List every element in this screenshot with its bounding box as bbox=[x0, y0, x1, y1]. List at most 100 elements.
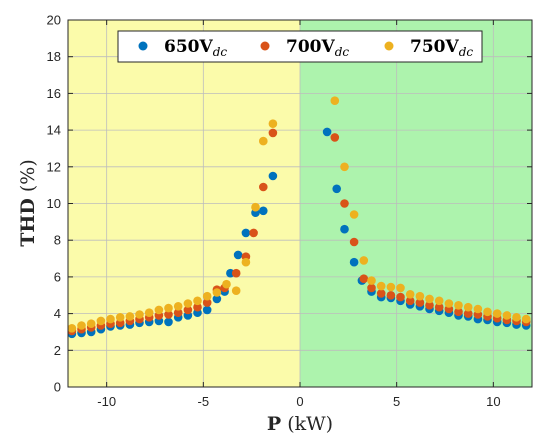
point-650Vdc-10 bbox=[164, 317, 173, 327]
point-700Vdc-17 bbox=[231, 268, 241, 278]
y-tick-label-4: 8 bbox=[54, 233, 61, 248]
legend: 650Vdc 700Vdc 750Vdc bbox=[117, 30, 483, 63]
y-axis-title: THD (%) bbox=[17, 159, 39, 247]
x-axis-title: P (kW) bbox=[267, 413, 333, 435]
legend-label-650: 650Vdc bbox=[164, 37, 227, 59]
point-700Vdc-21 bbox=[268, 128, 278, 138]
point-700Vdc-28 bbox=[386, 291, 396, 300]
point-700Vdc-35 bbox=[454, 307, 463, 317]
point-750Vdc-12 bbox=[183, 299, 193, 308]
y-tick-label-9: 18 bbox=[47, 49, 61, 64]
point-750Vdc-17 bbox=[231, 286, 241, 296]
point-750Vdc-22 bbox=[330, 96, 340, 105]
point-700Vdc-33 bbox=[434, 302, 444, 312]
x-tick-label-2: 0 bbox=[296, 394, 303, 409]
legend-label-750: 750Vdc bbox=[410, 37, 473, 59]
point-750Vdc-24 bbox=[349, 210, 359, 219]
point-650Vdc-26 bbox=[349, 257, 359, 267]
point-750Vdc-36 bbox=[463, 302, 473, 312]
point-650Vdc-21 bbox=[259, 206, 268, 216]
point-750Vdc-3 bbox=[96, 316, 106, 326]
y-tick-label-2: 4 bbox=[54, 306, 61, 321]
point-750Vdc-15 bbox=[212, 288, 222, 297]
point-750Vdc-21 bbox=[268, 119, 278, 128]
y-tick-label-3: 6 bbox=[54, 269, 61, 284]
y-tick-label-5: 10 bbox=[47, 196, 61, 211]
x-axis-title-symbol: P bbox=[267, 413, 281, 435]
point-750Vdc-31 bbox=[415, 291, 425, 301]
y-tick-label-0: 0 bbox=[54, 380, 61, 395]
point-750Vdc-10 bbox=[164, 303, 173, 313]
legend-marker-750 bbox=[384, 41, 394, 51]
x-axis-title-unit: (kW) bbox=[281, 413, 333, 435]
point-750Vdc-14 bbox=[202, 291, 212, 301]
legend-marker-700 bbox=[260, 41, 270, 51]
data-points bbox=[67, 96, 531, 339]
point-750Vdc-39 bbox=[492, 309, 502, 318]
point-700Vdc-29 bbox=[396, 292, 405, 302]
point-750Vdc-19 bbox=[251, 202, 260, 212]
point-700Vdc-19 bbox=[249, 228, 258, 238]
point-750Vdc-18 bbox=[241, 257, 251, 267]
y-tick-label-1: 2 bbox=[54, 343, 61, 358]
point-650Vdc-15 bbox=[212, 294, 222, 304]
point-700Vdc-10 bbox=[164, 310, 173, 319]
y-axis-title-unit: (%) bbox=[17, 159, 39, 198]
y-tick-label-7: 14 bbox=[47, 123, 61, 138]
point-700Vdc-31 bbox=[415, 298, 425, 307]
point-700Vdc-23 bbox=[340, 199, 349, 208]
point-750Vdc-6 bbox=[125, 312, 135, 321]
point-650Vdc-19 bbox=[241, 228, 251, 238]
point-750Vdc-28 bbox=[386, 282, 396, 292]
x-tick-label-1: -5 bbox=[198, 394, 210, 409]
point-750Vdc-5 bbox=[115, 313, 125, 322]
point-750Vdc-33 bbox=[434, 296, 444, 306]
point-750Vdc-8 bbox=[144, 308, 154, 318]
point-750Vdc-32 bbox=[425, 294, 434, 304]
point-750Vdc-4 bbox=[106, 314, 115, 324]
point-700Vdc-27 bbox=[376, 289, 386, 298]
legend-label-700: 700Vdc bbox=[286, 37, 349, 59]
point-650Vdc-25 bbox=[340, 224, 349, 234]
point-750Vdc-23 bbox=[340, 162, 349, 172]
y-tick-label-6: 12 bbox=[47, 159, 61, 174]
point-700Vdc-20 bbox=[259, 182, 268, 192]
point-700Vdc-26 bbox=[367, 283, 376, 293]
point-750Vdc-27 bbox=[376, 281, 386, 291]
point-750Vdc-11 bbox=[173, 302, 183, 311]
point-650Vdc-23 bbox=[322, 127, 332, 137]
point-700Vdc-11 bbox=[173, 308, 183, 318]
point-750Vdc-40 bbox=[502, 311, 512, 320]
x-tick-label-3: 5 bbox=[393, 394, 400, 409]
y-axis-title-symbol: THD bbox=[17, 198, 39, 247]
point-750Vdc-1 bbox=[77, 321, 86, 330]
point-700Vdc-30 bbox=[405, 296, 415, 306]
legend-box bbox=[117, 30, 483, 63]
point-650Vdc-18 bbox=[233, 250, 243, 260]
point-750Vdc-0 bbox=[67, 324, 77, 333]
point-750Vdc-38 bbox=[483, 307, 492, 317]
point-750Vdc-34 bbox=[444, 299, 454, 308]
point-700Vdc-22 bbox=[330, 133, 340, 142]
point-750Vdc-37 bbox=[473, 304, 483, 314]
point-700Vdc-14 bbox=[202, 298, 212, 307]
x-tick-label-4: 10 bbox=[486, 394, 500, 409]
y-tick-label-8: 16 bbox=[47, 86, 61, 101]
point-750Vdc-20 bbox=[259, 136, 268, 146]
point-750Vdc-30 bbox=[405, 290, 415, 299]
point-700Vdc-12 bbox=[183, 305, 193, 315]
point-650Vdc-24 bbox=[332, 184, 342, 194]
point-650Vdc-22 bbox=[268, 171, 278, 181]
legend-marker-650 bbox=[138, 41, 148, 51]
point-750Vdc-35 bbox=[454, 301, 463, 310]
point-650Vdc-14 bbox=[202, 305, 212, 315]
point-750Vdc-2 bbox=[86, 319, 96, 329]
point-750Vdc-13 bbox=[193, 296, 202, 306]
point-700Vdc-32 bbox=[425, 301, 434, 310]
point-750Vdc-41 bbox=[512, 313, 521, 322]
point-750Vdc-16 bbox=[222, 279, 231, 289]
point-700Vdc-24 bbox=[349, 237, 359, 247]
x-axis-ticks: -10 -5 0 5 10 bbox=[97, 20, 501, 409]
y-tick-label-10: 20 bbox=[47, 13, 61, 28]
